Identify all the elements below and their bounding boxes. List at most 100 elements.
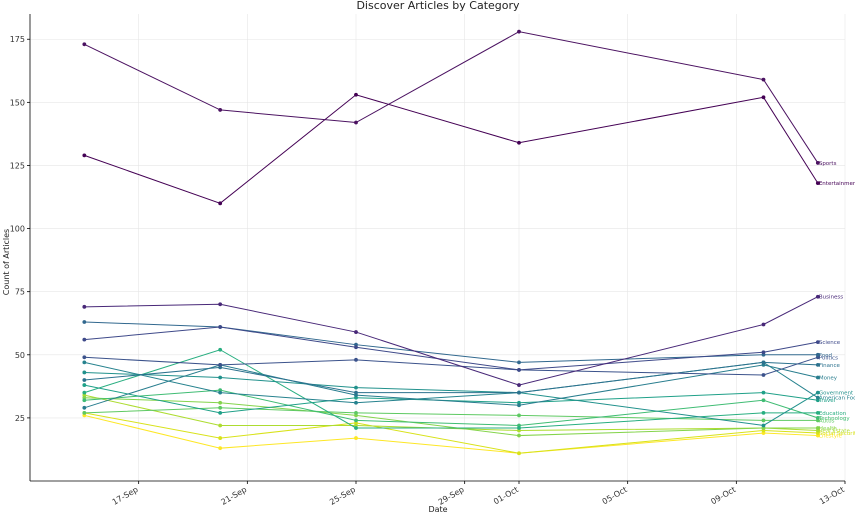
chart-title: Discover Articles by Category — [356, 0, 520, 12]
data-point — [761, 373, 766, 377]
series-line — [84, 407, 818, 421]
data-point — [218, 302, 223, 307]
data-point — [761, 390, 766, 395]
data-point — [761, 398, 766, 403]
data-point — [354, 426, 358, 430]
data-point — [815, 375, 820, 380]
data-point — [354, 357, 358, 362]
data-point — [761, 410, 766, 415]
data-point — [517, 403, 521, 408]
data-point — [218, 410, 223, 415]
data-point — [218, 400, 223, 405]
data-point — [82, 390, 87, 395]
data-point — [354, 120, 358, 125]
series-end-label: Entertainment — [819, 181, 855, 187]
y-tick-label: 150 — [10, 98, 25, 107]
data-point — [761, 350, 766, 355]
data-point — [815, 181, 820, 186]
data-point — [517, 451, 521, 456]
data-point — [354, 418, 358, 423]
y-tick-label: 75 — [15, 288, 25, 297]
y-tick-label: 50 — [15, 351, 25, 360]
data-point — [218, 362, 223, 367]
data-point — [82, 378, 87, 382]
data-point — [517, 413, 521, 418]
data-point — [218, 325, 223, 329]
series-end-label: Health — [819, 426, 838, 432]
data-point — [82, 398, 87, 403]
series-end-label: Autos — [819, 418, 835, 424]
series-end-label: Social Security — [819, 431, 855, 437]
series-line — [84, 397, 818, 437]
series-end-label: Technology — [818, 416, 851, 422]
y-tick-label: 175 — [10, 35, 25, 44]
data-point — [815, 426, 820, 430]
series-end-label: Food — [819, 353, 832, 359]
data-point — [82, 410, 87, 415]
x-tick-label: 13-Oct — [818, 485, 846, 506]
x-tick-label: 21-Sep — [219, 485, 248, 507]
data-point — [218, 405, 223, 410]
data-point — [517, 390, 521, 395]
series-end-label: Business — [819, 295, 843, 301]
data-point — [354, 385, 358, 390]
x-tick-label: 01-Oct — [492, 485, 520, 506]
data-point — [82, 337, 87, 342]
data-point — [761, 322, 766, 327]
series-line — [84, 414, 818, 454]
data-point — [82, 304, 87, 309]
data-point — [761, 360, 766, 365]
series-end-label: Lifestyle — [819, 434, 843, 440]
series-line — [84, 349, 818, 429]
data-point — [82, 320, 87, 324]
data-point — [218, 108, 223, 112]
data-point — [815, 161, 820, 165]
data-point — [761, 423, 766, 428]
data-point — [218, 375, 223, 380]
data-point — [82, 42, 87, 47]
data-point — [354, 92, 358, 97]
data-point — [517, 426, 521, 430]
series-line — [84, 356, 818, 376]
series-line — [84, 361, 819, 404]
axes: 25 50 75 100 125 150 175 17-Sep 21-Sep 25-Sep 29-S… — [10, 14, 846, 507]
x-tick-label: 05-Oct — [601, 485, 629, 506]
data-point — [761, 77, 766, 82]
data-point — [82, 360, 87, 365]
data-point — [218, 423, 223, 428]
data-point — [82, 355, 87, 360]
data-point — [761, 95, 766, 100]
series-line — [84, 31, 819, 164]
y-tick-label: 25 — [15, 414, 25, 423]
series-line — [84, 412, 818, 454]
data-point — [354, 390, 358, 395]
x-axis-label: Date — [428, 505, 447, 514]
data-point — [354, 410, 358, 415]
data-point — [815, 390, 820, 395]
data-point — [815, 415, 820, 420]
series-end-label: Sports — [819, 161, 837, 167]
series-end-label: Politics — [819, 355, 838, 361]
data-point — [517, 383, 521, 387]
data-point — [218, 201, 223, 206]
series-line — [84, 389, 818, 426]
series-line — [84, 361, 818, 394]
series-end-label: Real Estate — [819, 429, 851, 435]
series-end-label: Finance — [819, 363, 841, 369]
series-end-label: Science — [819, 340, 841, 346]
data-point — [815, 352, 820, 357]
y-tick-label: 125 — [10, 161, 25, 170]
data-point — [82, 383, 87, 387]
x-tick-label: 25-Sep — [328, 485, 357, 507]
data-point — [354, 330, 358, 334]
series-end-label: Money — [819, 376, 838, 382]
y-axis-label: Count of Articles — [2, 229, 11, 295]
data-point — [815, 362, 820, 367]
data-point — [761, 418, 766, 423]
data-point — [82, 153, 87, 158]
data-point — [218, 390, 223, 395]
data-point — [82, 405, 87, 410]
data-point — [218, 446, 223, 451]
series-end-label: Travel — [818, 398, 836, 404]
data-point — [815, 395, 820, 400]
